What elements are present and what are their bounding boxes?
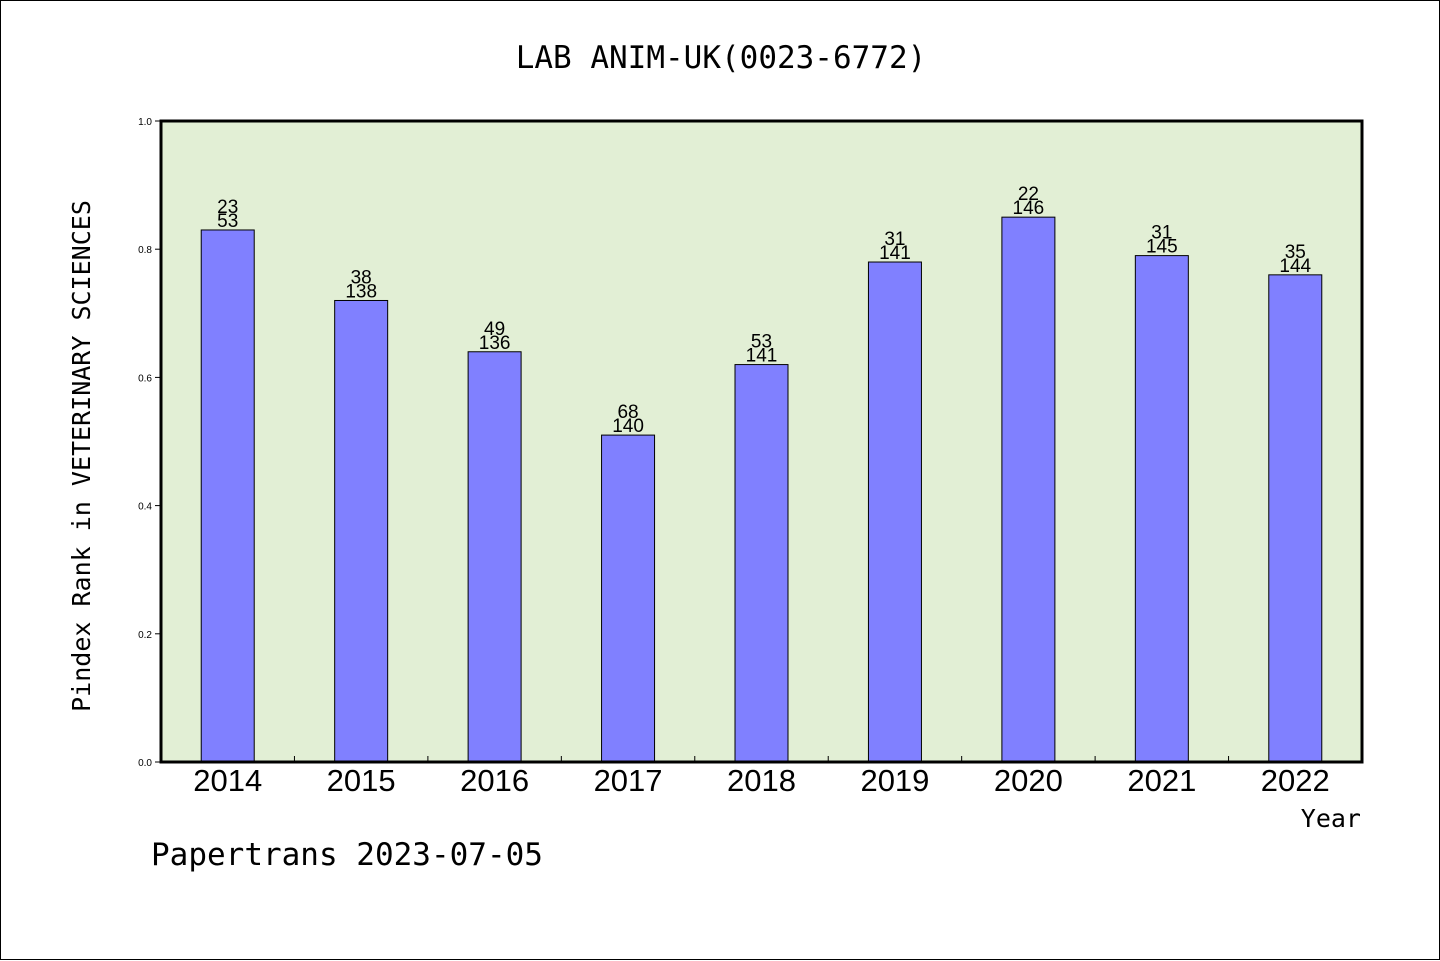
bar-total-label: 145 <box>1146 237 1178 258</box>
bar-total-label: 144 <box>1279 256 1311 277</box>
bar-total-label: 140 <box>612 416 644 437</box>
y-axis-title: Pindex Rank in VETERINARY SCIENCES <box>67 200 96 712</box>
bar-total-label: 146 <box>1013 198 1045 219</box>
bar <box>467 351 522 763</box>
x-tick-label: 2017 <box>594 763 663 798</box>
bar-total-label: 138 <box>345 281 377 302</box>
y-tick-label: 1.0 <box>138 117 152 128</box>
y-tick-label: 0.0 <box>138 758 152 769</box>
bars <box>200 216 1323 763</box>
bar <box>867 261 922 763</box>
bar-rank-label: 22 <box>1018 184 1039 205</box>
plot-border <box>159 119 1364 764</box>
bar-rank-label: 35 <box>1285 242 1306 263</box>
bar <box>200 229 255 763</box>
y-axis-ticks: 0.0 0.2 0.4 0.6 0.8 1.0 <box>138 117 161 769</box>
x-tick-label: 2016 <box>460 763 529 798</box>
bar <box>1268 274 1323 763</box>
x-tick-label: 2020 <box>994 763 1063 798</box>
x-tick-label: 2021 <box>1127 763 1196 798</box>
bar-rank-label: 38 <box>351 267 372 288</box>
bar <box>1001 216 1056 763</box>
bar-rank-label: 31 <box>884 229 905 250</box>
bar-total-label: 53 <box>217 211 238 232</box>
bar-rank-label: 49 <box>484 319 505 340</box>
bar <box>334 299 389 763</box>
bar <box>1134 255 1189 763</box>
bar-total-label: 141 <box>879 243 911 264</box>
bar <box>734 364 789 763</box>
bar-rank-label: 23 <box>217 197 238 218</box>
x-tick-label: 2022 <box>1261 763 1330 798</box>
x-axis-title: Year <box>1301 804 1361 833</box>
x-tick-label: 2015 <box>327 763 396 798</box>
bar-rank-label: 53 <box>751 332 772 353</box>
bar <box>601 434 656 763</box>
x-tick-label: 2018 <box>727 763 796 798</box>
bar-total-label: 136 <box>479 333 511 354</box>
y-tick-label: 0.6 <box>138 373 152 384</box>
y-tick-label: 0.4 <box>138 502 152 513</box>
y-tick-label: 0.2 <box>138 630 152 641</box>
bar-rank-label: 68 <box>617 402 638 423</box>
y-tick-label: 0.8 <box>138 245 152 256</box>
footer-text: Papertrans 2023-07-05 <box>151 837 543 873</box>
bar-rank-label: 31 <box>1151 223 1172 244</box>
bar-total-label: 141 <box>746 346 778 367</box>
chart-title: LAB ANIM-UK(0023-6772) <box>516 40 927 76</box>
x-axis-ticks: 2014 2015 2016 2017 2018 2019 2020 2021 2022 <box>193 756 1330 798</box>
x-tick-label: 2019 <box>860 763 929 798</box>
x-tick-label: 2014 <box>193 763 262 798</box>
